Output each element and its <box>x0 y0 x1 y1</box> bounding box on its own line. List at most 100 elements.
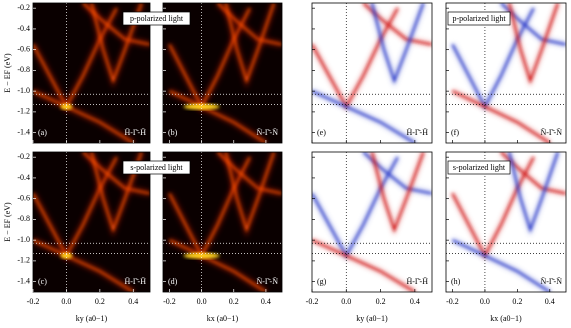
band <box>312 90 416 143</box>
band <box>224 152 275 233</box>
panel-frame <box>162 2 283 144</box>
x-tick-label: 0.2 <box>95 297 105 306</box>
panel-frame <box>311 151 433 293</box>
panel-image <box>446 3 566 143</box>
x-axis-label: kx (a0−1) <box>207 314 239 323</box>
path-label: N̄-Γ̄-N̄ <box>256 128 278 137</box>
y-tick-label: -1.2 <box>17 107 30 116</box>
panel-frame <box>445 2 567 144</box>
band <box>33 7 118 109</box>
band <box>312 156 399 258</box>
panel-label: (b) <box>168 128 178 137</box>
x-tick-label: 0.4 <box>128 297 138 306</box>
panel-label: (g) <box>317 277 327 286</box>
path-label: N̄-Γ̄-N̄ <box>256 277 278 286</box>
panel-label: (a) <box>38 128 47 137</box>
panel-image <box>312 3 432 143</box>
y-tick-label: -0.8 <box>17 65 30 74</box>
band <box>90 152 143 233</box>
light-box <box>122 160 191 175</box>
band <box>33 90 134 143</box>
x-tick-label: 0.2 <box>512 297 522 306</box>
x-axis-label: kx (a0−1) <box>490 314 522 323</box>
bright-spot <box>183 103 220 110</box>
band <box>169 239 267 292</box>
y-axis-label: E − EF (eV) <box>3 202 12 242</box>
band <box>33 156 118 258</box>
band <box>33 239 134 292</box>
panel-label: (h) <box>451 277 461 286</box>
band <box>371 3 425 84</box>
bright-spot <box>183 252 220 259</box>
panel-frame <box>32 2 151 144</box>
light-label: p-polarized light <box>130 14 184 23</box>
y-tick-label: -0.2 <box>17 3 30 12</box>
band <box>508 3 559 84</box>
panel-frame <box>162 151 283 293</box>
panel-image <box>33 3 150 143</box>
band <box>371 152 425 233</box>
band <box>452 90 551 143</box>
panel-frame <box>32 151 151 293</box>
y-tick-label: -0.8 <box>17 214 30 223</box>
panel-image <box>163 3 282 143</box>
x-tick-label: 0.4 <box>261 297 271 306</box>
panel-image <box>33 152 150 292</box>
panel-image <box>312 152 432 292</box>
band <box>168 156 251 258</box>
y-axis-label: E − EF (eV) <box>3 53 12 93</box>
y-tick-label: -1.2 <box>17 256 30 265</box>
path-label: H̄-Γ̄-H̄ <box>124 277 146 286</box>
panel-label: (e) <box>317 128 326 137</box>
x-axis-label: ky (a0−1) <box>356 314 388 323</box>
y-tick-label: -1.4 <box>17 127 30 136</box>
path-label: N̄-Γ̄-N̄ <box>540 128 562 137</box>
path-label: H̄-Γ̄-H̄ <box>124 128 146 137</box>
band <box>312 7 399 109</box>
x-tick-label: -0.2 <box>306 297 319 306</box>
band <box>451 156 535 258</box>
y-tick-label: -0.4 <box>17 24 30 33</box>
band <box>168 7 251 109</box>
band <box>508 152 559 233</box>
x-tick-label: -0.2 <box>163 297 176 306</box>
light-label: s-polarized light <box>453 163 506 172</box>
panel-label: (d) <box>168 277 178 286</box>
bright-spot <box>60 103 73 110</box>
panel-frame <box>445 151 567 293</box>
light-label: s-polarized light <box>130 163 183 172</box>
band <box>90 3 143 84</box>
y-tick-label: -1.4 <box>17 276 30 285</box>
y-tick-label: -1.0 <box>17 86 30 95</box>
band <box>451 7 535 109</box>
x-tick-label: 0.0 <box>197 297 207 306</box>
path-label: H̄-Γ̄-H̄ <box>406 128 428 137</box>
panel-image <box>446 152 566 292</box>
y-tick-label: -1.0 <box>17 235 30 244</box>
light-box <box>122 11 191 26</box>
x-tick-label: 0.0 <box>61 297 71 306</box>
panel-label: (f) <box>451 128 459 137</box>
x-tick-label: -0.2 <box>446 297 459 306</box>
x-axis-label: ky (a0−1) <box>76 314 108 323</box>
light-box <box>447 11 511 26</box>
y-tick-label: -0.6 <box>17 193 30 202</box>
x-tick-label: -0.2 <box>27 297 40 306</box>
path-label: N̄-Γ̄-N̄ <box>540 277 562 286</box>
x-tick-label: 0.2 <box>376 297 386 306</box>
path-label: H̄-Γ̄-H̄ <box>406 277 428 286</box>
band <box>312 239 416 292</box>
panel-image <box>163 152 282 292</box>
x-tick-label: 0.2 <box>229 297 239 306</box>
bright-spot <box>60 252 73 259</box>
x-tick-label: 0.0 <box>480 297 490 306</box>
panel-frame <box>311 2 433 144</box>
y-tick-label: -0.6 <box>17 44 30 53</box>
band <box>169 90 267 143</box>
band <box>224 3 275 84</box>
x-tick-label: 0.4 <box>410 297 420 306</box>
y-tick-label: -0.2 <box>17 152 30 161</box>
light-box <box>447 160 511 175</box>
